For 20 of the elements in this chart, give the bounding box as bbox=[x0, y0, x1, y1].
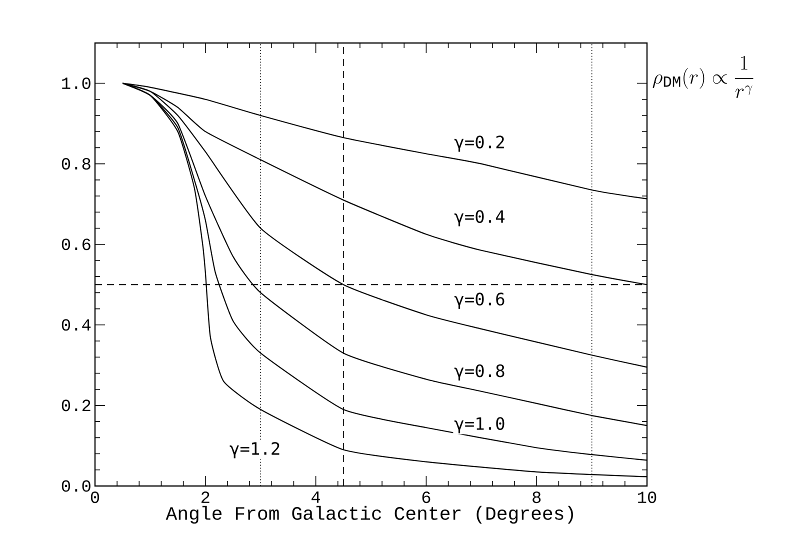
y-tick-label: 0.4 bbox=[62, 319, 91, 331]
x-tick-label: 10 bbox=[638, 492, 656, 504]
y-tick-label: 1.0 bbox=[62, 78, 90, 90]
x-tick-label: 6 bbox=[422, 492, 430, 504]
series-label: γ=0.8 bbox=[454, 364, 504, 380]
x-tick-label: 0 bbox=[90, 492, 100, 504]
y-tick-label: 0.6 bbox=[62, 238, 90, 250]
x-tick-label: 2 bbox=[201, 492, 210, 503]
series-label: γ=1.2 bbox=[230, 442, 280, 458]
series-label: γ=0.2 bbox=[454, 136, 504, 152]
x-axis-title: Angle From Galactic Center (Degrees) bbox=[166, 506, 573, 524]
y-tick-label: 0.0 bbox=[62, 480, 90, 492]
y-tick-label: 0.2 bbox=[62, 400, 90, 412]
text: $\rho_{\mathrm{DM}}(r) \propto \frac{1}{r^{\gamma}}$ bbox=[652, 56, 754, 98]
x-tick-label: 8 bbox=[532, 492, 541, 504]
x-tick-label: 4 bbox=[312, 492, 320, 503]
series-label: γ=0.4 bbox=[454, 210, 505, 226]
series-label: γ=0.6 bbox=[454, 292, 504, 309]
series-label: γ=1.0 bbox=[454, 417, 504, 434]
y-tick-label: 0.8 bbox=[62, 158, 90, 170]
